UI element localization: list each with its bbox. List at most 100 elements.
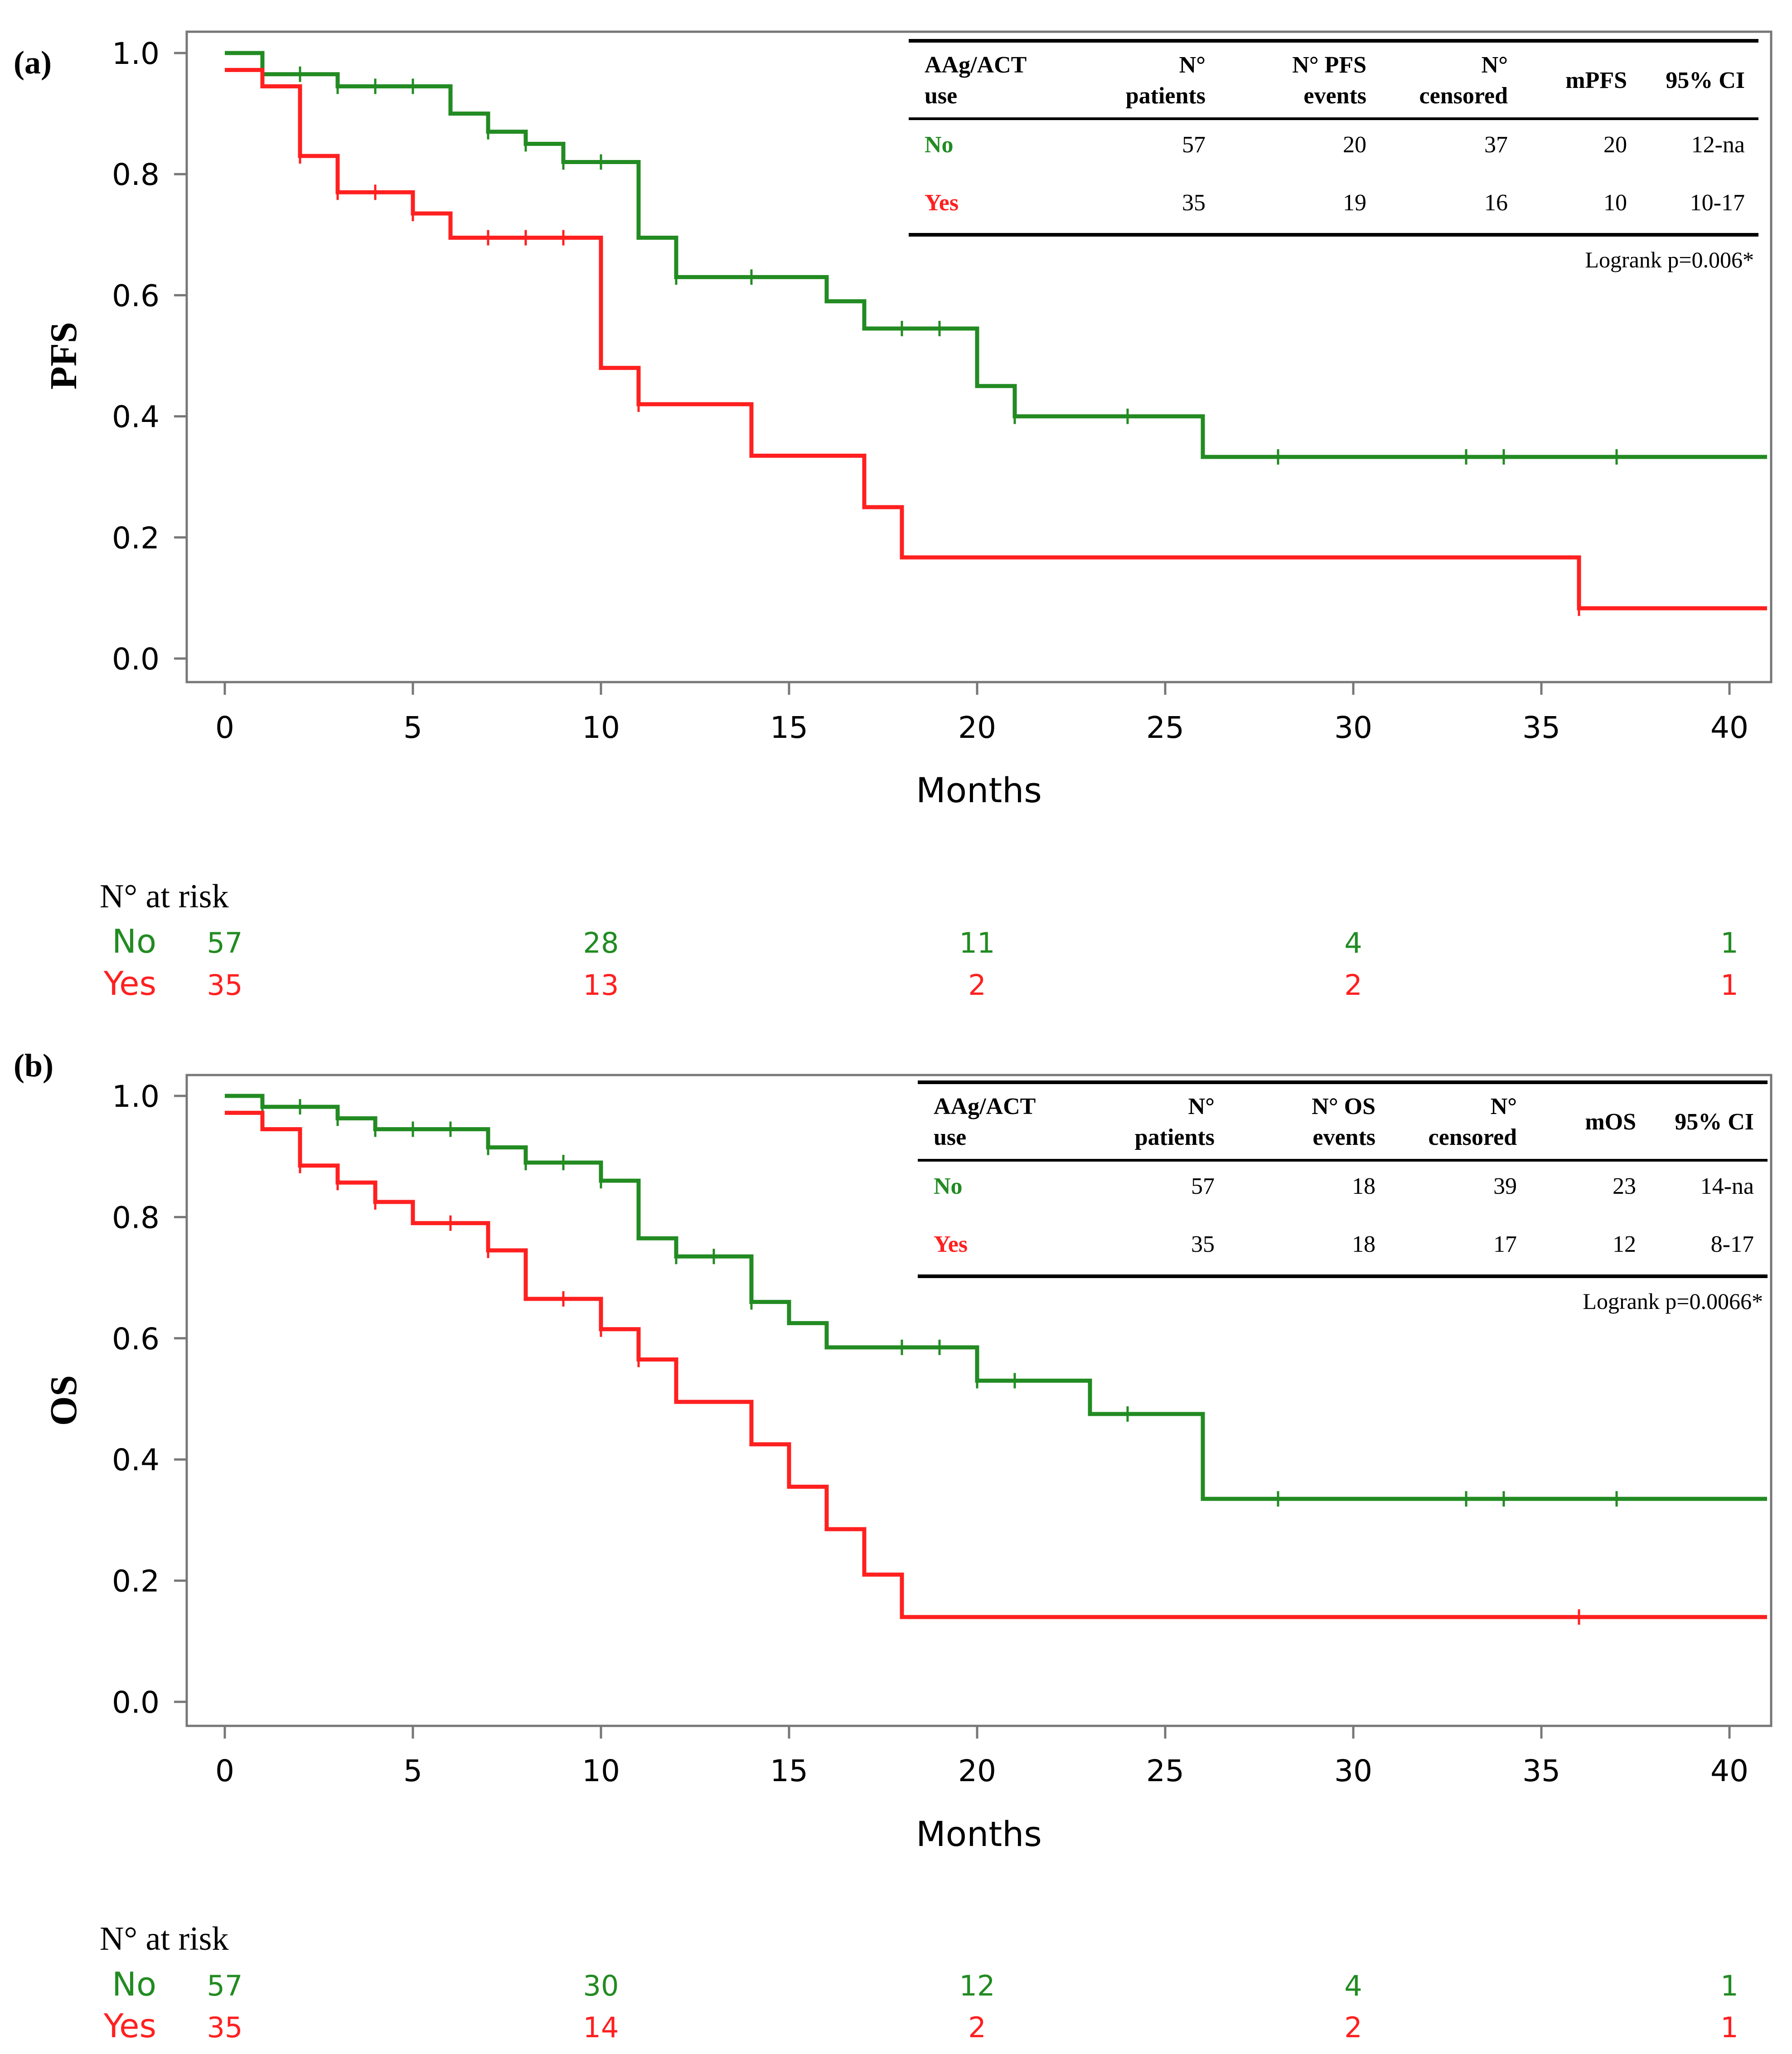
- km-curve-yes: [225, 1110, 1767, 1619]
- table-header: 95% CI: [1666, 68, 1745, 93]
- panel-label: (a): [14, 44, 52, 81]
- risk-value: 1: [1720, 1969, 1738, 2002]
- panel-b: (b) 0.0 0.2 0.4 0.6 0.8 1.0 0 5 10 15 20 25 30 35 40 Mon…: [14, 1047, 1773, 2045]
- x-tick-label: 25: [1146, 710, 1184, 745]
- risk-value: 1: [1720, 969, 1738, 1002]
- table-header: mOS: [1585, 1109, 1636, 1135]
- risk-value: 14: [583, 2011, 619, 2044]
- summary-table: AAg/ACT use N° patients N° PFS events N° censor…: [909, 39, 1758, 272]
- table-header: N°: [1491, 1094, 1517, 1119]
- table-header: censored: [1419, 83, 1508, 109]
- x-tick-label: 15: [770, 1754, 808, 1788]
- y-tick-label: 0.4: [112, 400, 160, 435]
- y-tick-label: 1.0: [112, 1079, 160, 1114]
- table-header: AAg/ACT: [925, 52, 1027, 78]
- table-header: censored: [1429, 1124, 1517, 1150]
- table-cell: 16: [1484, 190, 1508, 216]
- table-header: N°: [1179, 52, 1206, 78]
- x-tick-label: 20: [958, 710, 996, 745]
- plot-frame: [185, 30, 1773, 683]
- table-cell: 8-17: [1711, 1231, 1754, 1257]
- risk-group-yes: Yes: [103, 2007, 156, 2045]
- table-cell: 35: [1191, 1231, 1215, 1257]
- x-tick-label: 10: [582, 1754, 620, 1788]
- panel-label: (b): [14, 1047, 53, 1084]
- x-tick-label: 30: [1334, 1754, 1372, 1788]
- table-cell: 57: [1182, 132, 1206, 158]
- summary-table: AAg/ACT use N° patients N° OS events N° censore…: [918, 1080, 1768, 1314]
- y-tick-label: 0.4: [112, 1443, 160, 1478]
- y-tick-label: 0.0: [112, 1685, 160, 1720]
- table-header: events: [1313, 1124, 1375, 1150]
- table-cell: 12: [1613, 1231, 1636, 1257]
- x-tick-label: 5: [403, 710, 422, 745]
- table-header: mPFS: [1565, 68, 1627, 93]
- risk-value: 57: [207, 926, 243, 959]
- risk-group-yes: Yes: [103, 964, 156, 1003]
- table-cell: 18: [1352, 1173, 1375, 1199]
- x-tick-label: 25: [1146, 1754, 1184, 1788]
- risk-group-no: No: [112, 1965, 156, 2003]
- risk-value: 57: [207, 1969, 243, 2002]
- table-cell: 35: [1182, 190, 1206, 216]
- y-tick-label: 0.8: [112, 1200, 160, 1235]
- logrank-text: Logrank p=0.006*: [1585, 247, 1754, 272]
- table-header: use: [925, 83, 957, 109]
- logrank-text: Logrank p=0.0066*: [1583, 1289, 1763, 1314]
- y-axis-label: OS: [43, 1375, 85, 1426]
- table-cell: 23: [1613, 1173, 1636, 1199]
- y-tick-label: 0.6: [112, 278, 160, 313]
- table-group-yes: Yes: [934, 1231, 968, 1257]
- risk-value: 4: [1344, 1969, 1362, 2002]
- table-group-no: No: [934, 1173, 963, 1199]
- x-tick-label: 15: [770, 710, 808, 745]
- risk-value: 1: [1720, 926, 1738, 959]
- km-curve-no: [225, 51, 1767, 459]
- table-header: AAg/ACT: [934, 1094, 1036, 1119]
- table-cell: 20: [1343, 132, 1366, 158]
- risk-value: 2: [968, 2011, 986, 2044]
- table-header: N°: [1188, 1094, 1215, 1119]
- y-axis-label: PFS: [43, 322, 85, 389]
- risk-value: 11: [959, 926, 995, 959]
- y-tick-label: 0.0: [112, 642, 160, 677]
- risk-group-no: No: [112, 922, 156, 960]
- y-tick-label: 0.6: [112, 1322, 160, 1356]
- table-cell: 17: [1493, 1231, 1517, 1257]
- table-group-yes: Yes: [925, 190, 959, 216]
- table-header: N° OS: [1312, 1094, 1375, 1119]
- risk-title: N° at risk: [100, 1920, 228, 1957]
- x-tick-label: 0: [215, 710, 234, 745]
- table-cell: 19: [1343, 190, 1366, 216]
- table-cell: 37: [1484, 132, 1508, 158]
- risk-value: 12: [959, 1969, 995, 2002]
- table-cell: 10: [1603, 190, 1627, 216]
- table-header: events: [1303, 83, 1366, 109]
- x-tick-label: 30: [1334, 710, 1372, 745]
- table-cell: 57: [1191, 1173, 1215, 1199]
- x-axis-label: Months: [916, 1814, 1042, 1854]
- plot-frame: [185, 1074, 1773, 1727]
- risk-value: 2: [1344, 969, 1362, 1002]
- y-tick-label: 1.0: [112, 36, 160, 71]
- km-curve-no: [225, 1094, 1767, 1501]
- x-tick-label: 5: [403, 1754, 422, 1788]
- risk-value: 28: [583, 926, 619, 959]
- risk-value: 13: [583, 969, 619, 1002]
- table-cell: 18: [1352, 1231, 1375, 1257]
- table-header: N°: [1482, 52, 1508, 78]
- risk-value: 35: [207, 969, 243, 1002]
- x-tick-label: 40: [1710, 1754, 1748, 1788]
- x-tick-label: 40: [1710, 710, 1748, 745]
- x-tick-label: 35: [1522, 710, 1560, 745]
- risk-value: 4: [1344, 926, 1362, 959]
- risk-value: 2: [1344, 2011, 1362, 2044]
- x-tick-label: 20: [958, 1754, 996, 1788]
- panel-a: (a) 0.0 0.2 0.4 0.6 0.8 1.0 0 5 10 15 20 25 30 35 40 Mon…: [14, 30, 1773, 1003]
- risk-value: 35: [207, 2011, 243, 2044]
- risk-title: N° at risk: [100, 878, 228, 915]
- y-tick-label: 0.2: [112, 1564, 160, 1599]
- x-tick-label: 0: [215, 1754, 234, 1788]
- y-tick-label: 0.8: [112, 157, 160, 192]
- table-cell: 20: [1603, 132, 1627, 158]
